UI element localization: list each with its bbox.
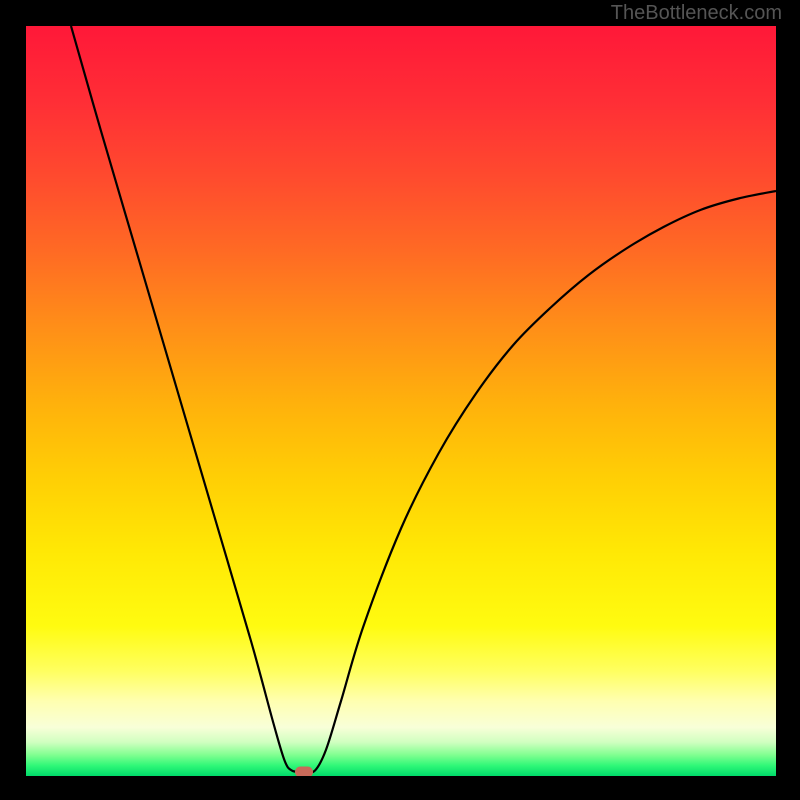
optimal-marker xyxy=(295,766,313,776)
plot-area xyxy=(26,26,776,776)
watermark-text: TheBottleneck.com xyxy=(611,2,782,25)
bottleneck-curve xyxy=(26,26,776,776)
